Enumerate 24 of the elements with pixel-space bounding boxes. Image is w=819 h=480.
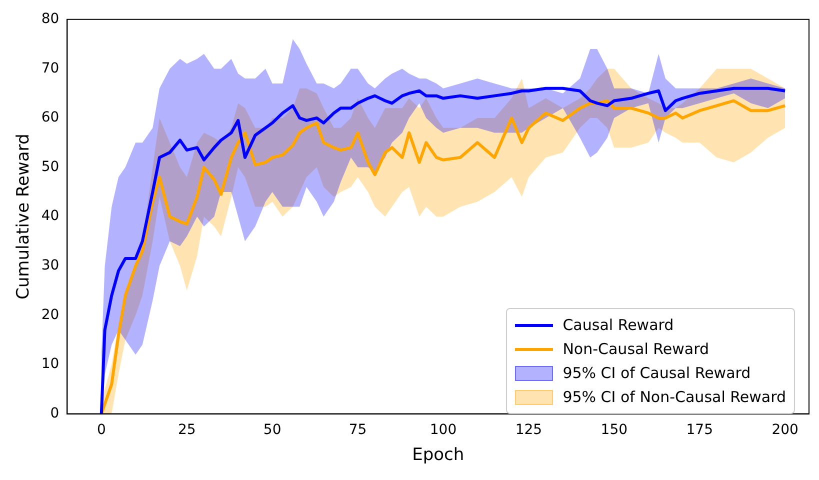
- y-tick-label: 30: [41, 258, 60, 274]
- y-tick-label: 10: [41, 356, 60, 372]
- x-axis-title: Epoch: [412, 445, 464, 466]
- y-tick-label: 40: [41, 208, 60, 224]
- x-tick-label: 175: [686, 422, 713, 438]
- x-tick-label: 0: [96, 422, 106, 438]
- x-tick-label: 75: [348, 422, 367, 438]
- annotation: 95% CI of Non-Causal Reward: [562, 387, 786, 408]
- y-tick-label: 20: [41, 306, 60, 323]
- y-tick-label: 70: [41, 60, 60, 76]
- x-tick-label: 150: [600, 422, 628, 438]
- y-tick-label: 50: [41, 158, 60, 175]
- legend-label: Causal Reward: [562, 315, 674, 336]
- y-tick-label: 0: [50, 405, 60, 422]
- x-tick-label: 50: [263, 422, 282, 438]
- x-tick-label: 200: [772, 422, 798, 438]
- y-axis-title: Cumulative Reward: [14, 134, 34, 300]
- x-tick-label: 125: [515, 422, 542, 438]
- y-tick-label: 80: [41, 11, 60, 28]
- y-tick-label: 60: [41, 110, 60, 126]
- x-tick-label: 25: [178, 422, 196, 438]
- x-tick-label: 100: [430, 422, 457, 438]
- legend-label: Non-Causal Reward: [562, 339, 709, 360]
- annotation: 95% CI of Causal Reward: [562, 363, 751, 384]
